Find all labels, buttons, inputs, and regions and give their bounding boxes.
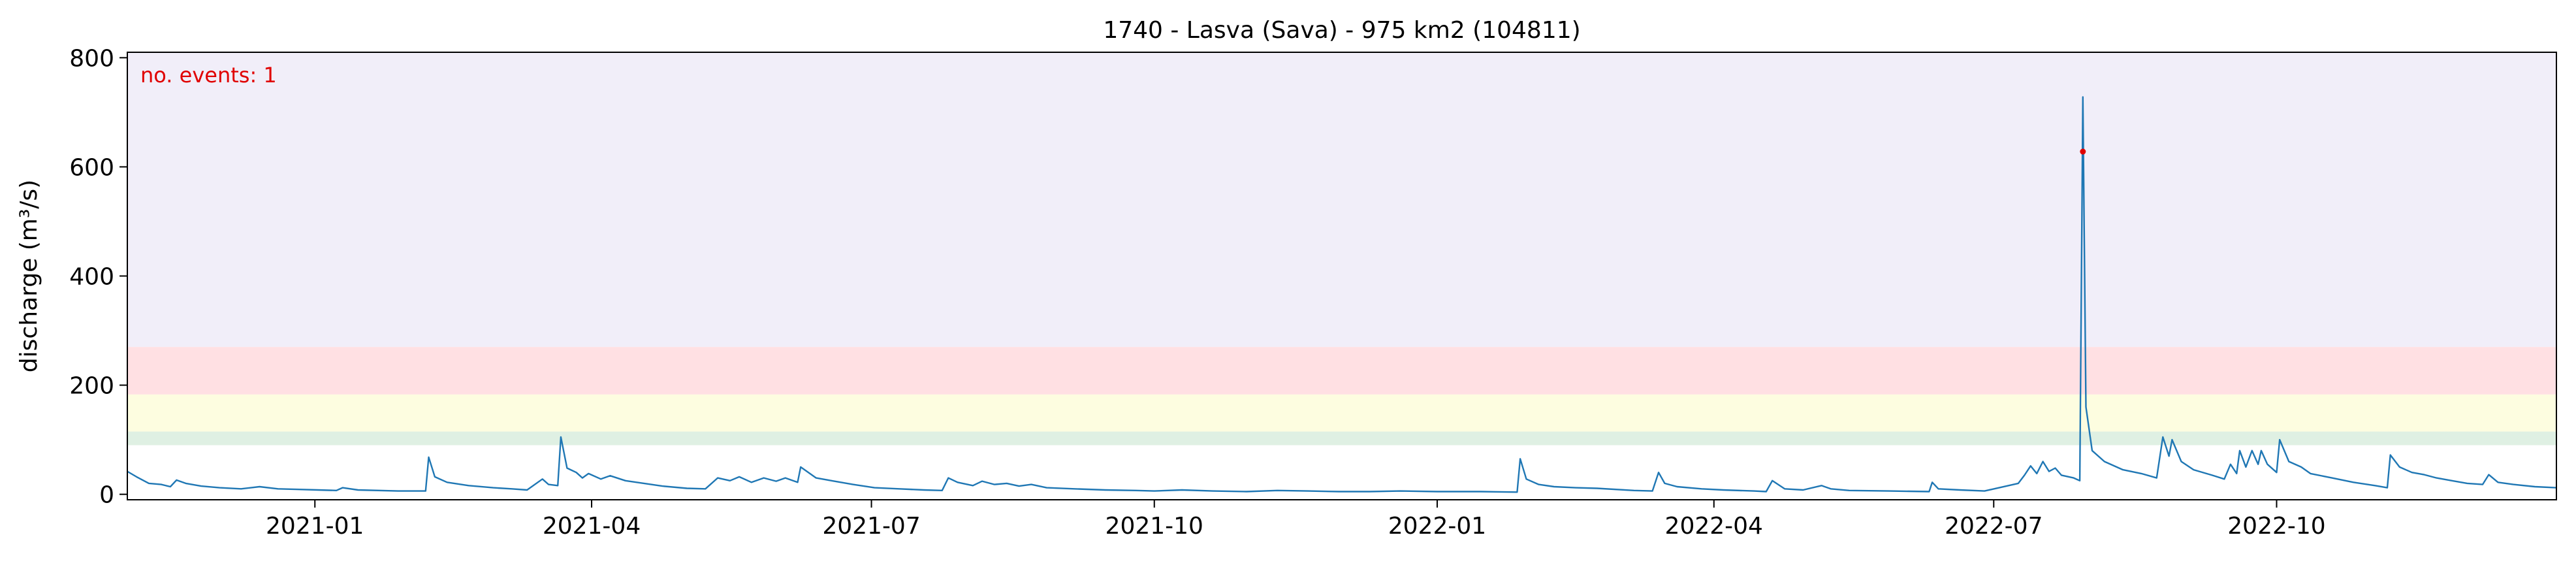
threshold-band-3 (127, 52, 2556, 347)
event-count-annotation: no. events: 1 (140, 63, 277, 88)
y-tick-label: 200 (69, 373, 114, 400)
threshold-band-1 (127, 395, 2556, 432)
x-tick-label: 2021-04 (543, 513, 641, 540)
events-layer (2080, 149, 2086, 155)
x-tick-label: 2022-07 (1945, 513, 2043, 540)
x-tick-label: 2022-01 (1388, 513, 1486, 540)
y-tick-label: 400 (69, 264, 114, 291)
y-tick-label: 0 (99, 482, 114, 509)
x-axis: 2021-01 2021-04 2021-07 2021-10 2022-01 2022-… (266, 500, 2326, 540)
y-tick-label: 600 (69, 154, 114, 181)
threshold-bands (127, 52, 2556, 445)
x-tick-label: 2022-10 (2227, 513, 2325, 540)
plot-area (127, 52, 2556, 500)
y-axis: 0 200 400 600 800 (69, 45, 127, 508)
x-tick-label: 2021-10 (1105, 513, 1203, 540)
chart-title: 1740 - Lasva (Sava) - 975 km2 (104811) (1103, 17, 1580, 44)
x-tick-label: 2021-07 (822, 513, 920, 540)
event-marker-0 (2080, 149, 2086, 155)
y-tick-label: 800 (69, 45, 114, 72)
x-tick-label: 2022-04 (1665, 513, 1763, 540)
threshold-band-0 (127, 432, 2556, 446)
y-axis-label: discharge (m³/s) (16, 180, 42, 372)
threshold-band-2 (127, 347, 2556, 395)
x-tick-label: 2021-01 (266, 513, 364, 540)
